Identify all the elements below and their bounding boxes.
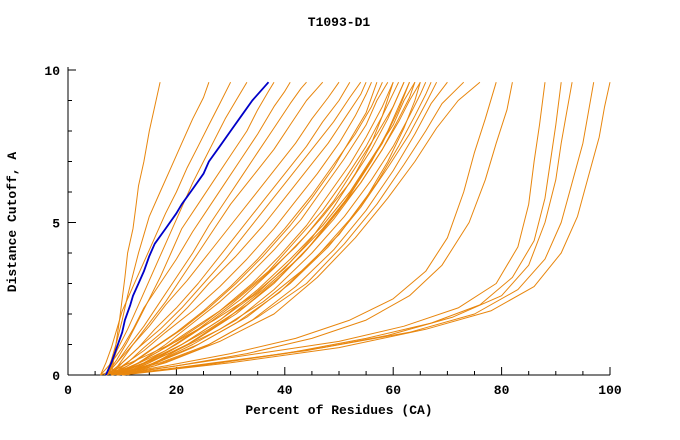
series-line-model <box>111 81 367 376</box>
tick-labels: 0 20 40 60 80 100 0 5 10 <box>44 64 622 398</box>
series-line-model <box>116 81 405 376</box>
series-line-model <box>116 81 465 376</box>
y-axis-label: Distance Cutoff, A <box>5 152 20 293</box>
series-line-model <box>116 81 438 376</box>
y-tick-label: 0 <box>52 369 60 384</box>
series-lines <box>100 81 611 376</box>
series-line-model <box>122 81 427 376</box>
series-line-model <box>105 82 210 376</box>
series-line-model <box>116 82 595 376</box>
series-line-model <box>116 82 513 376</box>
y-tick-label: 5 <box>52 217 60 232</box>
series-line-model <box>100 81 232 376</box>
series-line-model <box>122 81 481 376</box>
axes <box>67 67 611 376</box>
y-tick-label: 10 <box>44 64 60 79</box>
series-line-model <box>111 82 497 376</box>
series-line-model <box>110 81 324 376</box>
x-axis-label: Percent of Residues (CA) <box>245 403 432 418</box>
chart-title: T1093-D1 <box>308 15 371 30</box>
series-line-model <box>105 81 248 376</box>
series-line-model <box>111 81 448 376</box>
x-tick-label: 100 <box>598 383 622 398</box>
x-tick-label: 60 <box>385 383 401 398</box>
series-line-model <box>105 81 340 376</box>
series-line-model <box>116 81 389 376</box>
series-line-model <box>111 81 416 376</box>
series-line-model <box>105 81 275 376</box>
series-line-model <box>100 81 291 376</box>
series-line-model <box>111 81 351 376</box>
series-line-model <box>105 81 307 376</box>
series-line-model <box>110 82 161 376</box>
x-tick-label: 40 <box>277 383 293 398</box>
series-line-model <box>105 81 362 376</box>
series-line-highlight <box>105 81 270 376</box>
series-line-model <box>116 81 421 376</box>
series-line-model <box>105 81 383 376</box>
series-line-model <box>111 81 400 376</box>
x-tick-label: 0 <box>64 383 72 398</box>
x-tick-label: 20 <box>169 383 185 398</box>
x-tick-label: 80 <box>494 383 510 398</box>
series-line-model <box>111 81 432 376</box>
series-line-model <box>111 82 378 376</box>
series-line-model <box>122 82 611 376</box>
series-line-model <box>105 81 372 376</box>
series-line-model <box>111 82 546 376</box>
